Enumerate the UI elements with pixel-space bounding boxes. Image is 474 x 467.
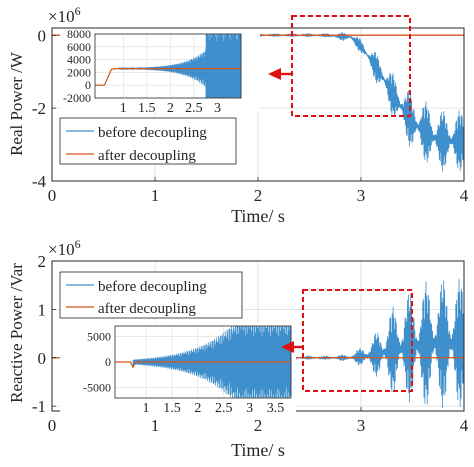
inset-y-tick-label: 5000 bbox=[87, 329, 111, 343]
legend-label-before: before decoupling bbox=[98, 125, 207, 141]
inset-x-tick-label: 3 bbox=[246, 401, 253, 416]
inset-y-tick-label: 6000 bbox=[67, 40, 91, 54]
legend-box bbox=[59, 271, 243, 319]
tick-labels: 0 1 2 3 4 -4 -2 0 bbox=[32, 26, 469, 205]
y-tick-label: -2 bbox=[32, 99, 46, 118]
inset-x-tick-label: 2.5 bbox=[215, 401, 233, 416]
inset-x-tick-label: 2 bbox=[194, 401, 201, 416]
real-power-chart: 0 1 2 3 4 -4 -2 0 ×106 Real Power /W Time/ s be… bbox=[7, 4, 469, 226]
legend-box bbox=[59, 117, 237, 165]
y-tick-label: 1 bbox=[38, 300, 47, 319]
inset-x-tick-label: 1 bbox=[143, 401, 150, 416]
y-axis-label: Reactive Power /Var bbox=[7, 263, 26, 403]
inset-x-tick-label: 2 bbox=[167, 101, 174, 116]
x-axis-label: Time/ s bbox=[231, 440, 285, 460]
inset-frame bbox=[114, 325, 292, 399]
x-axis-label: Time/ s bbox=[231, 206, 285, 226]
x-tick-label: 3 bbox=[357, 186, 366, 205]
exponent-label: ×106 bbox=[48, 237, 81, 259]
x-tick-label: 1 bbox=[151, 416, 160, 435]
legend-label-before: before decoupling bbox=[98, 279, 207, 295]
zoom-box bbox=[291, 15, 411, 117]
x-tick-label: 3 bbox=[357, 416, 366, 435]
inset-series-after bbox=[95, 68, 241, 86]
inset-line-after bbox=[95, 68, 241, 86]
inset-x-tick-label: 1.5 bbox=[138, 101, 156, 116]
x-tick-label: 0 bbox=[48, 416, 57, 435]
inset-series-after bbox=[115, 361, 291, 369]
legend-label-after: after decoupling bbox=[98, 148, 196, 164]
inset-tick-labels: 1 1.5 2 2.5 3 3.5 -5000 0 5000 bbox=[83, 329, 284, 416]
zoom-box bbox=[302, 289, 413, 392]
inset-y-tick-label: 4000 bbox=[67, 53, 91, 67]
inset-y-tick-label: 2000 bbox=[67, 65, 91, 79]
inset-x-tick-label: 2.5 bbox=[185, 101, 203, 116]
y-axis-label: Real Power /W bbox=[7, 51, 26, 156]
inset-y-tick-label: 0 bbox=[105, 355, 111, 369]
inset-y-tick-label: -2000 bbox=[63, 91, 91, 105]
inset-y-tick-label: 0 bbox=[85, 78, 91, 92]
zoom-arrow bbox=[281, 341, 303, 353]
inset-x-tick-label: 3 bbox=[214, 101, 221, 116]
legend-label-after: after decoupling bbox=[98, 301, 196, 317]
legend: before decoupling after decoupling bbox=[59, 271, 243, 319]
inset-frame bbox=[94, 33, 242, 99]
x-tick-label: 4 bbox=[460, 416, 469, 435]
x-tick-label: 2 bbox=[254, 416, 263, 435]
legend: before decoupling after decoupling bbox=[59, 117, 237, 165]
y-tick-label: 2 bbox=[38, 252, 47, 271]
y-tick-label: 0 bbox=[38, 26, 47, 45]
y-tick-label: -4 bbox=[32, 172, 47, 191]
inset-y-tick-label: -5000 bbox=[83, 381, 111, 395]
y-tick-label: 0 bbox=[38, 349, 47, 368]
zoom-arrow bbox=[268, 68, 292, 80]
exponent-label: ×106 bbox=[48, 4, 81, 26]
inset-line-after bbox=[115, 361, 291, 369]
inset: 1 1.5 2 2.5 3 3.5 -5000 0 5000 bbox=[60, 322, 296, 416]
x-tick-label: 0 bbox=[48, 186, 57, 205]
y-tick-label: -1 bbox=[32, 397, 46, 416]
x-tick-label: 2 bbox=[254, 186, 263, 205]
x-tick-label: 1 bbox=[151, 186, 160, 205]
inset-y-tick-label: 8000 bbox=[67, 27, 91, 41]
inset-x-tick-label: 3.5 bbox=[267, 401, 285, 416]
inset-x-tick-label: 1 bbox=[120, 101, 127, 116]
inset-x-tick-label: 1.5 bbox=[163, 401, 181, 416]
x-tick-label: 4 bbox=[460, 186, 469, 205]
